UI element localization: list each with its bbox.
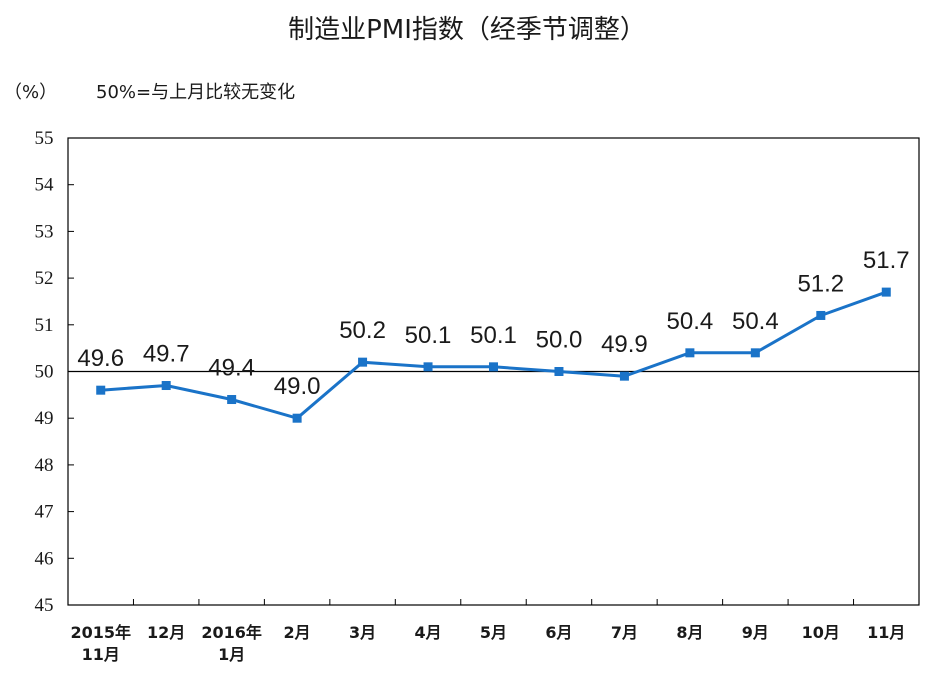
y-axis: 45 46 47 48 49 50 51 52 53 54 55 xyxy=(35,128,74,616)
y-unit-label: （%） xyxy=(4,82,57,103)
y-tick-label: 52 xyxy=(35,268,54,289)
y-tick-label: 55 xyxy=(35,128,54,149)
y-tick-label: 54 xyxy=(35,175,55,196)
x-tick-label: 8月 xyxy=(676,623,703,642)
x-tick-label: 2016年 xyxy=(201,623,262,642)
series-group xyxy=(96,287,891,423)
data-point-marker xyxy=(358,357,368,367)
x-tick-label: 7月 xyxy=(611,623,638,642)
data-label: 49.6 xyxy=(77,345,124,372)
y-tick-label: 46 xyxy=(35,548,54,569)
x-tick-label: 9月 xyxy=(742,623,769,642)
y-tick-label: 50 xyxy=(35,362,54,383)
data-point-marker xyxy=(96,385,106,395)
data-labels-group: 49.6 49.7 49.4 49.0 50.2 50.1 50.1 50.0 49.9 50.4… xyxy=(77,247,909,400)
x-tick-label: 3月 xyxy=(349,623,376,642)
data-point-marker xyxy=(554,367,564,376)
x-tick-label: 10月 xyxy=(802,623,840,642)
data-label: 50.2 xyxy=(339,317,386,344)
data-point-marker xyxy=(685,348,695,358)
data-point-marker xyxy=(619,371,629,381)
x-tick-label: 5月 xyxy=(480,623,507,642)
data-label: 51.2 xyxy=(797,270,844,297)
x-tick-label: 2015年 xyxy=(70,623,131,642)
y-tick-label: 45 xyxy=(35,595,54,616)
data-point-marker xyxy=(227,395,237,405)
data-point-marker xyxy=(161,381,171,391)
data-point-marker xyxy=(816,310,826,320)
y-tick-label: 51 xyxy=(35,315,54,336)
data-point-marker xyxy=(292,413,302,423)
x-tick-label: 11月 xyxy=(867,623,905,642)
x-tick-label: 4月 xyxy=(414,623,441,642)
x-tick-label: 6月 xyxy=(545,623,572,642)
data-point-marker xyxy=(750,348,760,358)
chart-note: 50%=与上月比较无变化 xyxy=(96,82,295,103)
data-label: 49.9 xyxy=(601,331,648,358)
data-label: 50.1 xyxy=(470,322,517,349)
y-tick-label: 53 xyxy=(35,221,54,242)
data-label: 51.7 xyxy=(863,247,910,274)
x-axis: 2015年 11月 12月 2016年 1月 2月 3月 4月 5月 6月 7月 8月 9月 10月 11月 xyxy=(70,599,905,664)
y-tick-label: 48 xyxy=(35,455,54,476)
x-tick-label: 11月 xyxy=(82,645,120,664)
data-point-marker xyxy=(881,287,891,297)
x-tick-label: 1月 xyxy=(218,645,245,664)
data-label: 50.1 xyxy=(405,322,452,349)
x-tick-label: 12月 xyxy=(147,623,185,642)
data-point-marker xyxy=(423,362,433,372)
y-tick-label: 47 xyxy=(35,502,54,523)
x-tick-label: 2月 xyxy=(284,623,311,642)
data-label: 50.4 xyxy=(667,308,714,335)
data-label: 50.0 xyxy=(536,327,583,354)
data-label: 50.4 xyxy=(732,308,779,335)
data-label: 49.7 xyxy=(143,341,190,368)
data-label: 49.4 xyxy=(208,355,255,382)
data-point-marker xyxy=(489,362,498,372)
chart-title: 制造业PMI指数（经季节调整） xyxy=(288,15,646,45)
y-tick-label: 49 xyxy=(35,408,54,429)
data-label: 49.0 xyxy=(274,373,321,400)
